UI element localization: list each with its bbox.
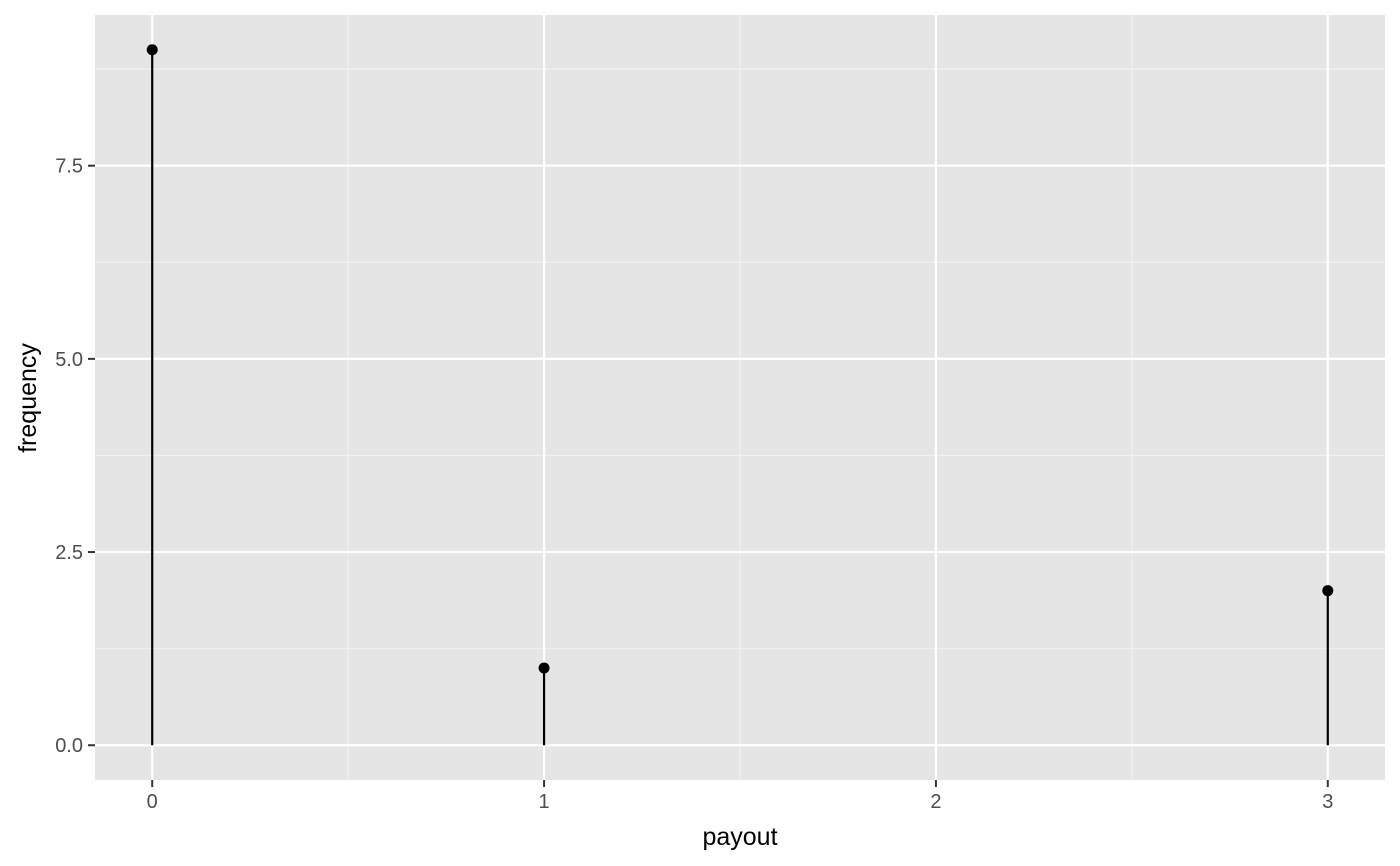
x-tick-label: 0 — [147, 791, 158, 813]
data-point — [146, 44, 158, 56]
axis-ticks — [88, 164, 1329, 787]
minor-gridlines — [95, 15, 1385, 780]
x-axis-title: payout — [702, 823, 777, 851]
x-tick-label: 3 — [1322, 791, 1333, 813]
x-tick-label: 2 — [930, 791, 941, 813]
y-tick-label: 5.0 — [55, 349, 83, 371]
data-point — [538, 662, 550, 674]
x-tick-label: 1 — [539, 791, 550, 813]
data-marks — [146, 44, 1334, 746]
y-tick-label: 7.5 — [55, 156, 83, 178]
y-axis-title: frequency — [14, 343, 42, 453]
data-point — [1322, 585, 1334, 597]
tick-labels: 0 1 2 3 0.0 2.5 5.0 7.5 — [55, 156, 1333, 813]
y-tick-label: 2.5 — [55, 542, 83, 564]
y-tick-label: 0.0 — [55, 735, 83, 757]
